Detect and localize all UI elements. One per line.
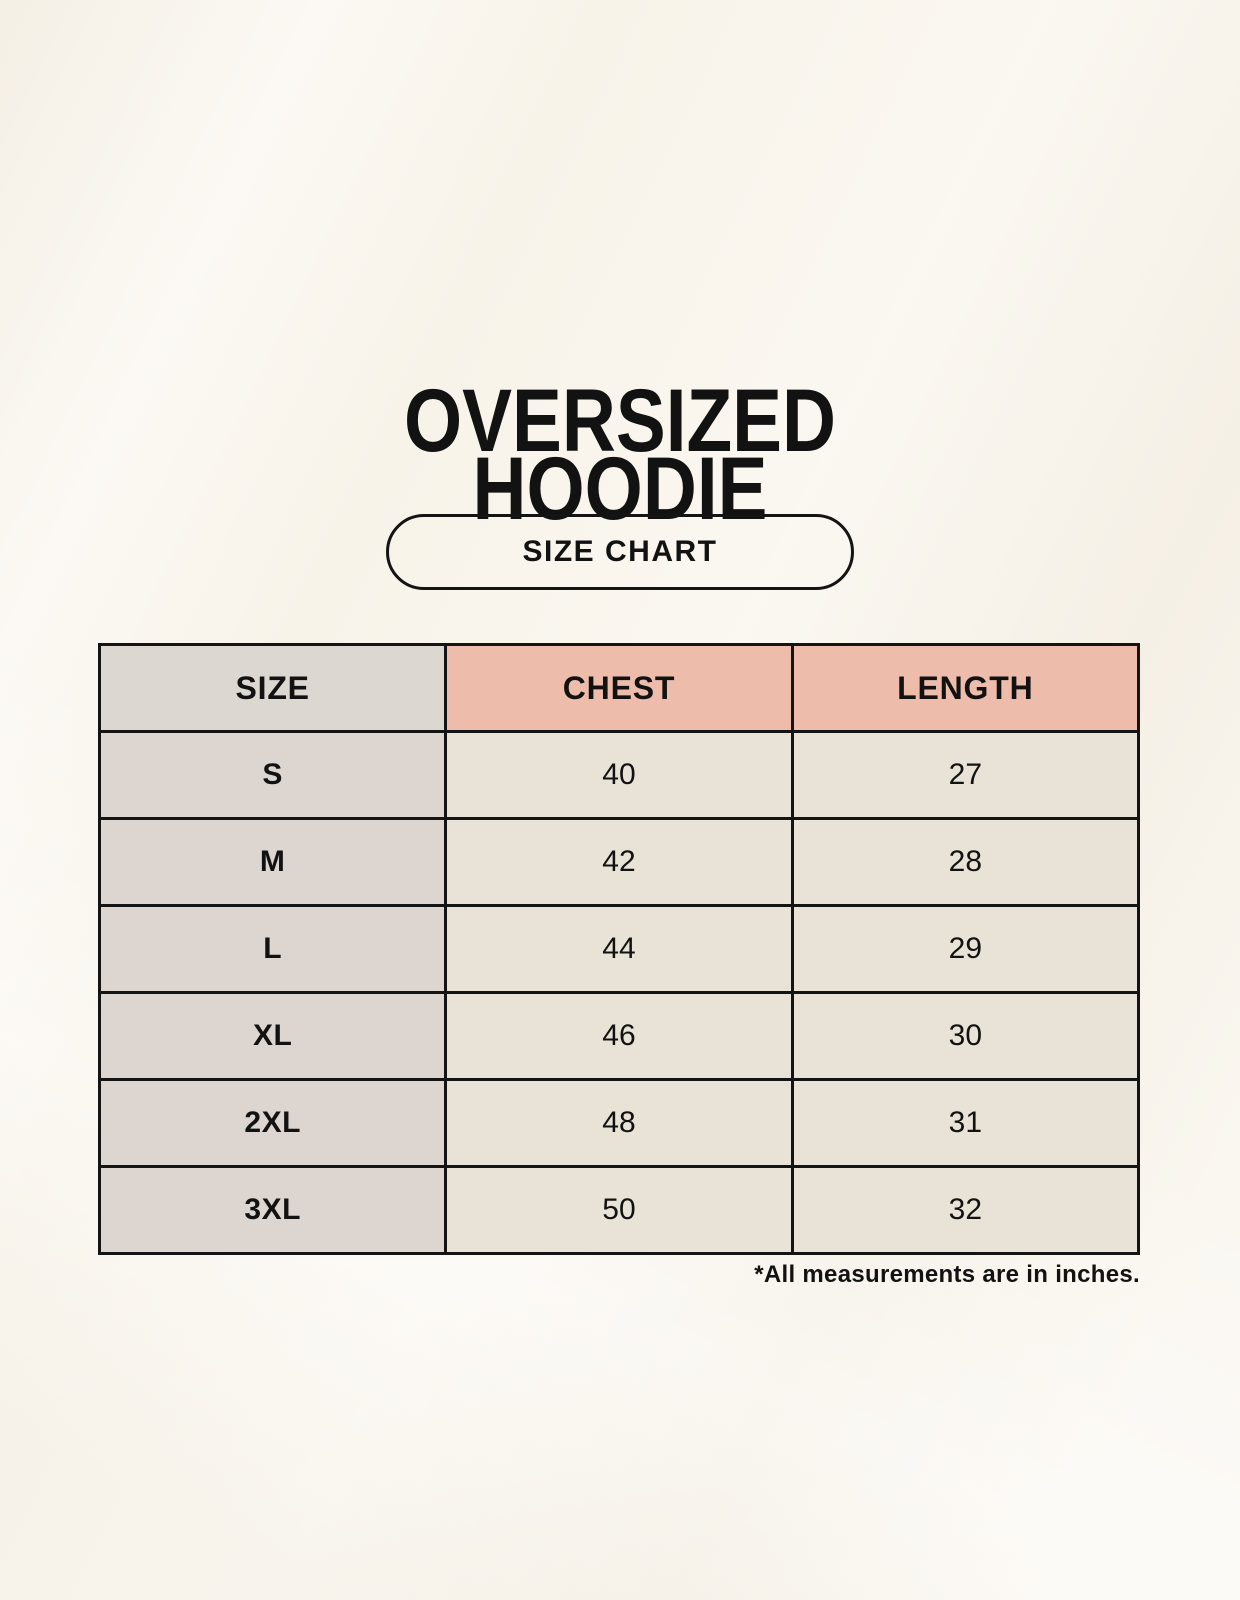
page-title-line-2: HOODIE [472, 437, 768, 538]
table-row: L 44 29 [97, 904, 1141, 994]
size-cell: M [97, 817, 448, 907]
table-header-row: SIZE CHEST LENGTH [97, 643, 1141, 733]
size-cell: XL [97, 991, 448, 1081]
length-cell: 31 [790, 1078, 1141, 1168]
length-cell: 29 [790, 904, 1141, 994]
table-row: 2XL 48 31 [97, 1078, 1141, 1168]
length-cell: 27 [790, 730, 1141, 820]
page-title-line-1: OVERSIZED [403, 369, 837, 470]
size-cell: 3XL [97, 1165, 448, 1255]
table-row: XL 46 30 [97, 991, 1141, 1081]
table-row: 3XL 50 32 [97, 1165, 1141, 1255]
page-title: OVERSIZED HOODIE [99, 369, 1141, 538]
size-chart-button-label: SIZE CHART [522, 535, 718, 568]
chest-cell: 48 [444, 1078, 794, 1168]
size-cell: S [97, 730, 448, 820]
chest-cell: 46 [444, 991, 794, 1081]
length-cell: 30 [790, 991, 1141, 1081]
size-chart-button[interactable]: SIZE CHART [386, 514, 854, 590]
chest-cell: 44 [444, 904, 794, 994]
length-cell: 28 [790, 817, 1141, 907]
size-chart-table: SIZE CHEST LENGTH S 40 27 M 42 28 L 44 2… [97, 643, 1141, 1255]
column-header-chest: CHEST [444, 643, 794, 733]
chest-cell: 40 [444, 730, 794, 820]
size-cell: L [97, 904, 448, 994]
chest-cell: 42 [444, 817, 794, 907]
column-header-length: LENGTH [790, 643, 1141, 733]
measurements-footnote: *All measurements are in inches. [754, 1261, 1140, 1288]
column-header-size: SIZE [97, 643, 448, 733]
size-cell: 2XL [97, 1078, 448, 1168]
table-row: S 40 27 [97, 730, 1141, 820]
chest-cell: 50 [444, 1165, 794, 1255]
table-row: M 42 28 [97, 817, 1141, 907]
length-cell: 32 [790, 1165, 1141, 1255]
